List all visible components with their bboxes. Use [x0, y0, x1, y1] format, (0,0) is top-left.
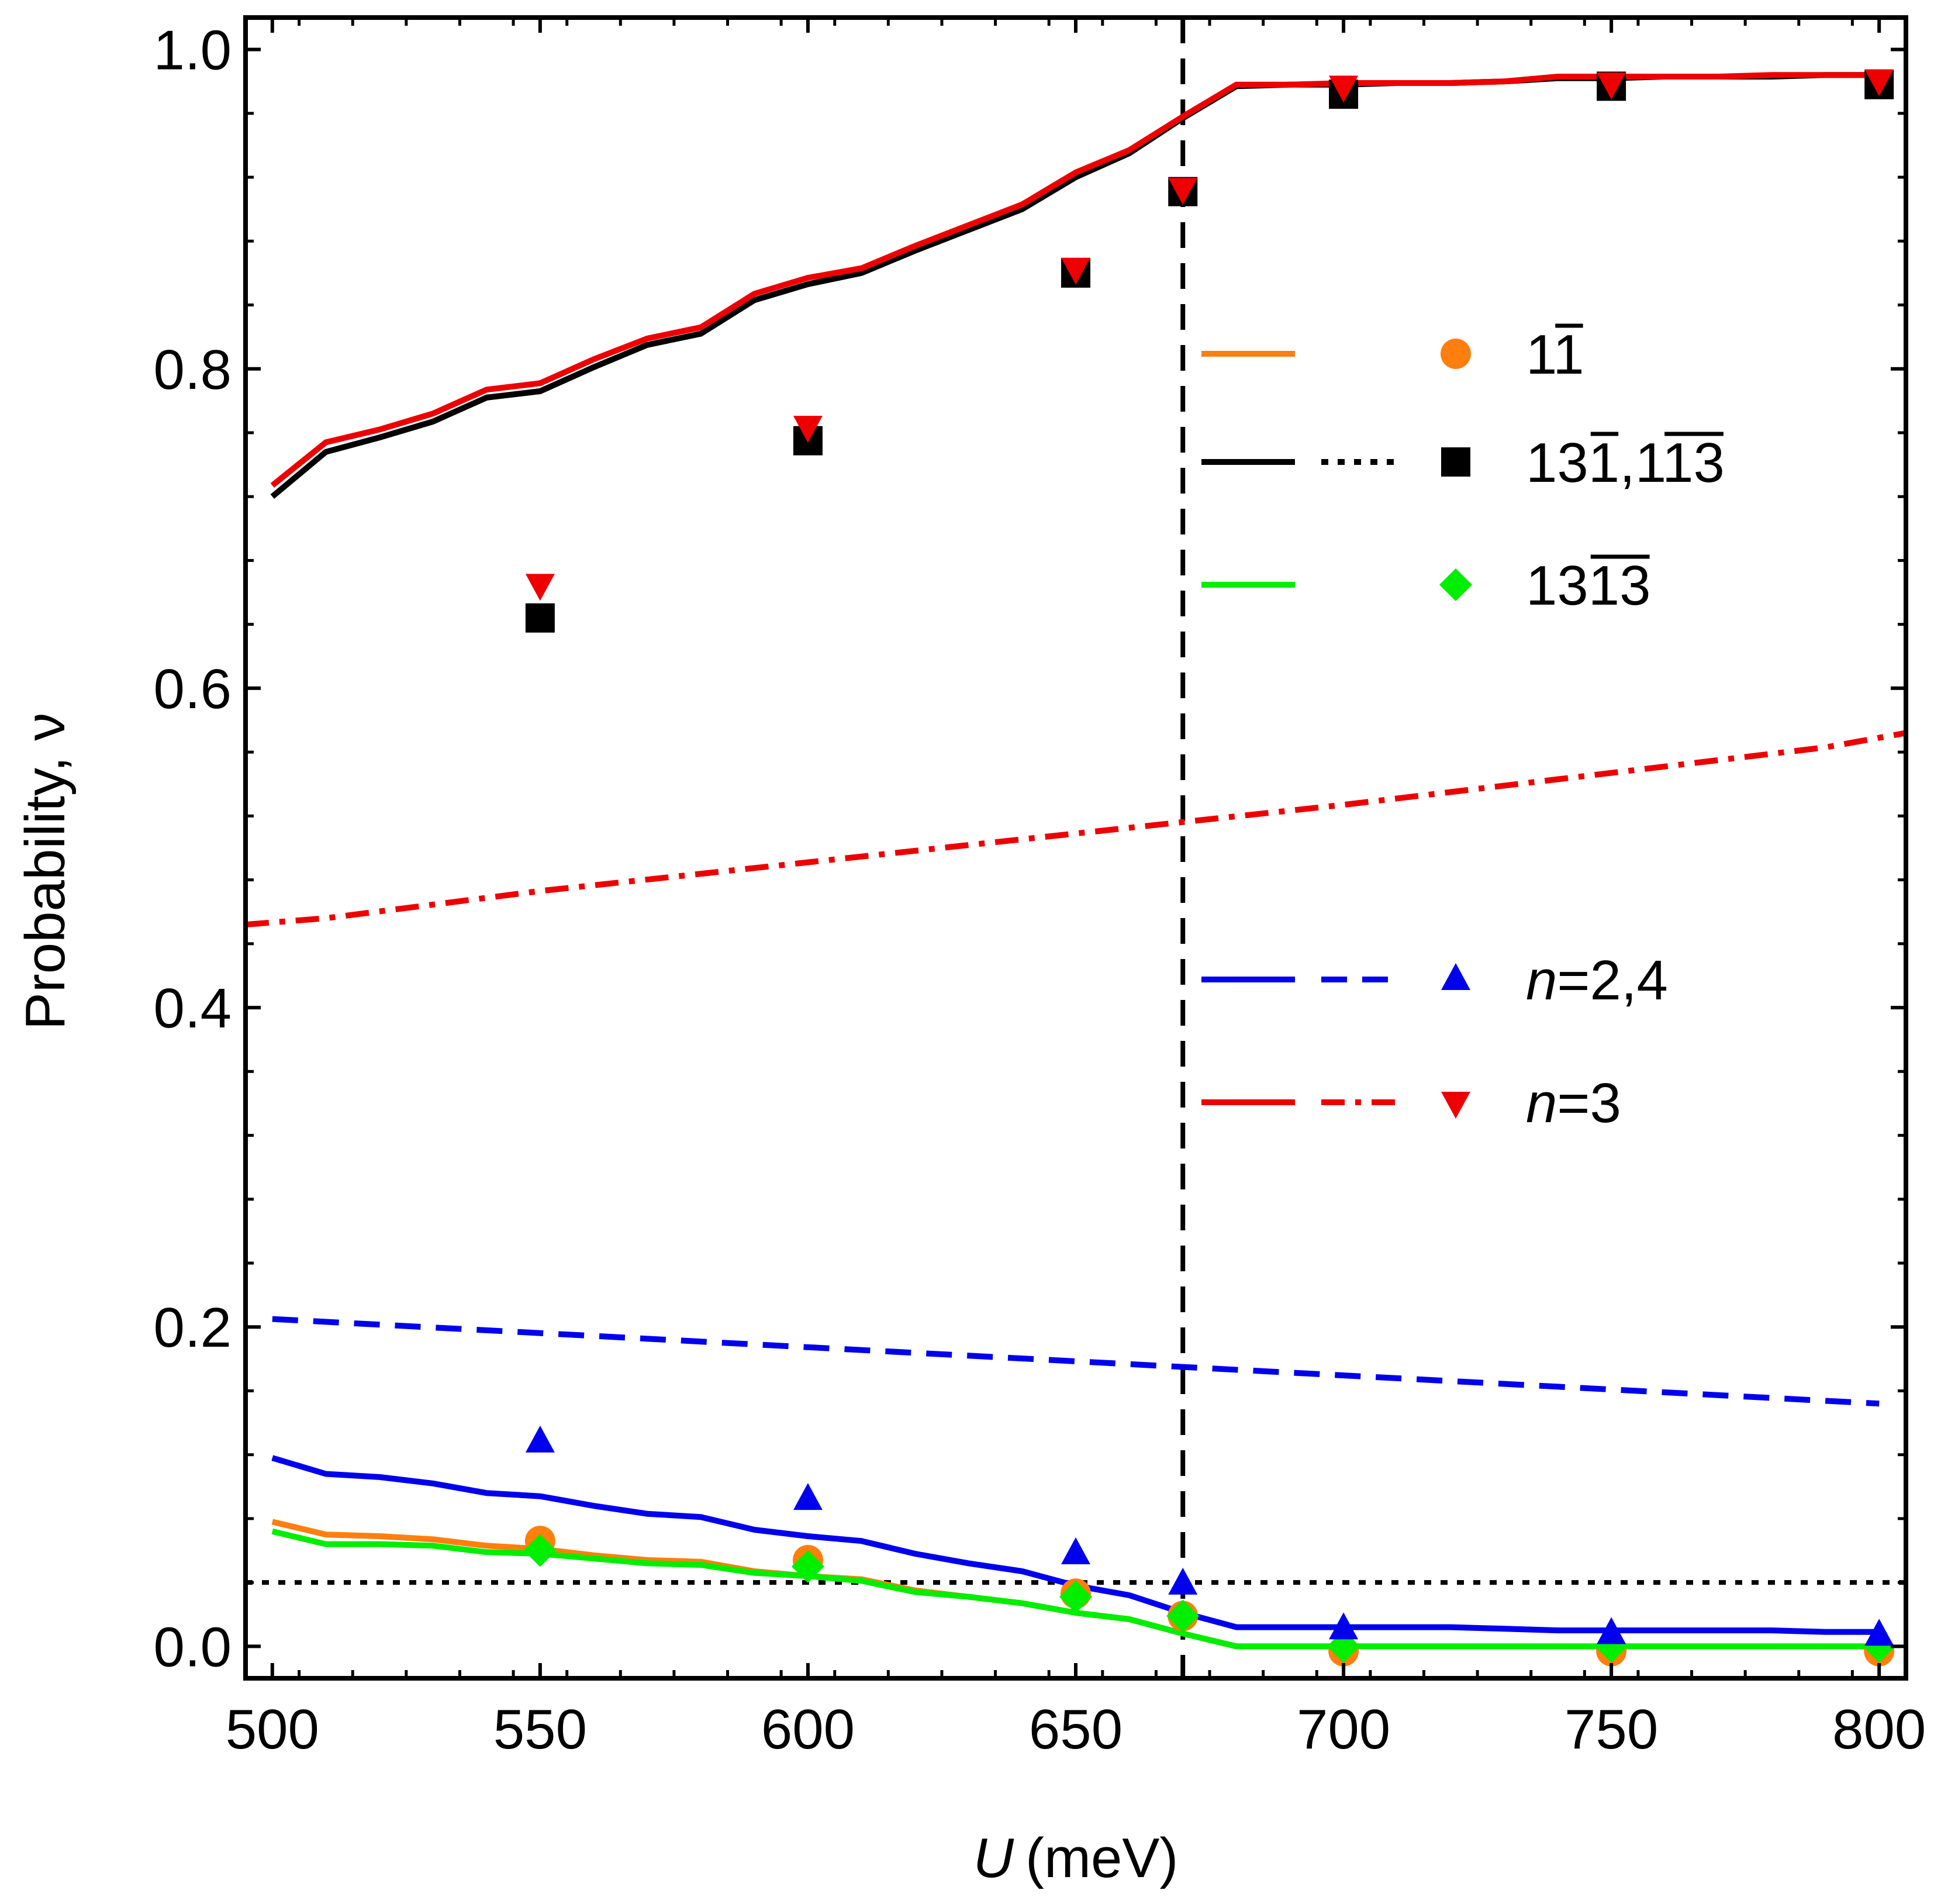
plot-markers — [523, 69, 1896, 1667]
legend-marker-triangle-down — [1441, 1092, 1470, 1119]
y-tick-label: 1.0 — [154, 19, 232, 82]
legend-label: n=3 — [1526, 1072, 1621, 1134]
data-point-triangle-up-2 — [1061, 1537, 1090, 1564]
legend-label: 11 — [1526, 323, 1584, 386]
y-tick-label: 0.0 — [154, 1616, 232, 1678]
y-tick-label: 0.4 — [154, 977, 232, 1040]
data-point-triangle-up-5 — [1597, 1617, 1626, 1644]
x-tick-label: 750 — [1564, 1698, 1658, 1761]
legend-label: n=2,4 — [1526, 949, 1668, 1012]
data-point-triangle-up-4 — [1329, 1612, 1359, 1640]
y-tick-label: 0.8 — [154, 339, 232, 401]
data-point-triangle-up-0 — [525, 1425, 555, 1453]
x-tick-label: 500 — [226, 1698, 319, 1761]
data-point-triangle-down-3 — [1168, 178, 1198, 205]
x-axis-unit: (meV) — [1025, 1827, 1178, 1889]
legend-label-main: 13 — [1526, 432, 1588, 494]
data-point-triangle-up-6 — [1864, 1619, 1894, 1646]
legend-label-overline: 1 — [1588, 432, 1619, 494]
legend-label: 131,113 — [1526, 432, 1725, 494]
legend-marker-triangle-up — [1441, 963, 1470, 990]
data-point-triangle-down-4 — [1329, 75, 1359, 103]
legend-label-main: 13 — [1526, 554, 1588, 617]
legend-marker-square — [1441, 447, 1470, 477]
data-point-triangle-down-2 — [1061, 257, 1090, 285]
tick-labels: 500 550 600 650 700 750 800 0.0 0.2 0.4 0.6 0.8 1.0 — [154, 19, 1926, 1761]
legend-label-rest: =2,4 — [1557, 949, 1668, 1012]
data-point-diamond-3 — [1166, 1599, 1200, 1633]
y-tick-label: 0.2 — [154, 1296, 232, 1359]
legend-label-var: n — [1526, 1072, 1557, 1134]
legend-marker-diamond — [1439, 568, 1472, 601]
y-tick-label: 0.6 — [154, 658, 232, 720]
y-axis-title: Probability, ν — [14, 713, 77, 1030]
axis-ticks — [244, 18, 1908, 1678]
legend-label-tail: ,1 — [1619, 432, 1664, 494]
data-point-triangle-down-6 — [1864, 69, 1894, 96]
x-tick-label: 550 — [493, 1698, 587, 1761]
data-point-triangle-up-1 — [793, 1483, 823, 1510]
data-point-triangle-up-3 — [1168, 1567, 1198, 1595]
legend-label-overline: 13 — [1588, 554, 1651, 617]
legend-label-overline-2: 13 — [1662, 432, 1725, 494]
data-point-diamond-1 — [791, 1550, 824, 1583]
x-tick-label: 650 — [1029, 1698, 1123, 1761]
legend-label: 1313 — [1526, 554, 1651, 617]
data-point-square-0 — [525, 603, 555, 633]
series-line-6 — [245, 730, 1907, 928]
x-tick-label: 600 — [761, 1698, 855, 1761]
x-tick-label: 800 — [1832, 1698, 1926, 1761]
data-point-triangle-down-5 — [1597, 72, 1626, 99]
legend-label-overline: 1 — [1553, 323, 1584, 386]
legend-label-rest: =3 — [1557, 1072, 1621, 1134]
data-point-diamond-2 — [1059, 1580, 1092, 1613]
x-axis-title: U (meV) — [973, 1827, 1179, 1889]
legend-label-main: 1 — [1526, 323, 1555, 386]
legend-label-var: n — [1526, 949, 1557, 1012]
data-point-triangle-down-0 — [525, 574, 555, 601]
data-point-triangle-down-1 — [793, 416, 823, 443]
data-point-diamond-0 — [523, 1534, 557, 1567]
x-tick-label: 700 — [1297, 1698, 1390, 1761]
legend-marker-circle — [1441, 339, 1471, 369]
series-line-5 — [272, 1316, 1880, 1407]
x-axis-var: U — [973, 1827, 1014, 1889]
